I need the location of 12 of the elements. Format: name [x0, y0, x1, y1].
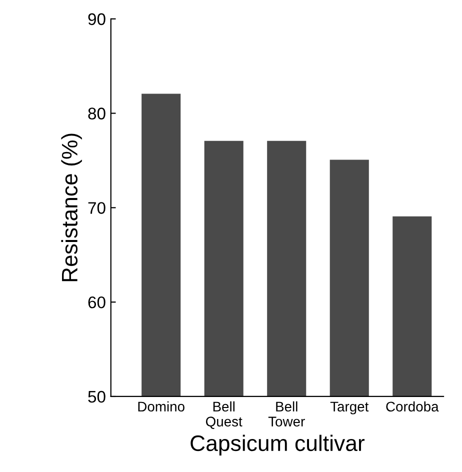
x-tick-label: Target [330, 402, 369, 414]
y-tick-label: 60 [88, 296, 106, 308]
x-tick-label: Bell Tower [268, 401, 305, 427]
y-tick-label: 80 [88, 108, 106, 120]
x-axis-title: Capsicum cultivar [190, 434, 365, 456]
x-tick-label: Bell Quest [206, 401, 242, 429]
y-tick-label: 90 [88, 13, 106, 26]
y-axis-title: Resistance (%) [61, 134, 82, 282]
y-tick-label: 50 [88, 390, 106, 403]
x-tick-label: Domino [138, 401, 184, 412]
y-tick-label: 70 [88, 202, 106, 214]
x-tick-label: Cordoba [386, 401, 439, 412]
